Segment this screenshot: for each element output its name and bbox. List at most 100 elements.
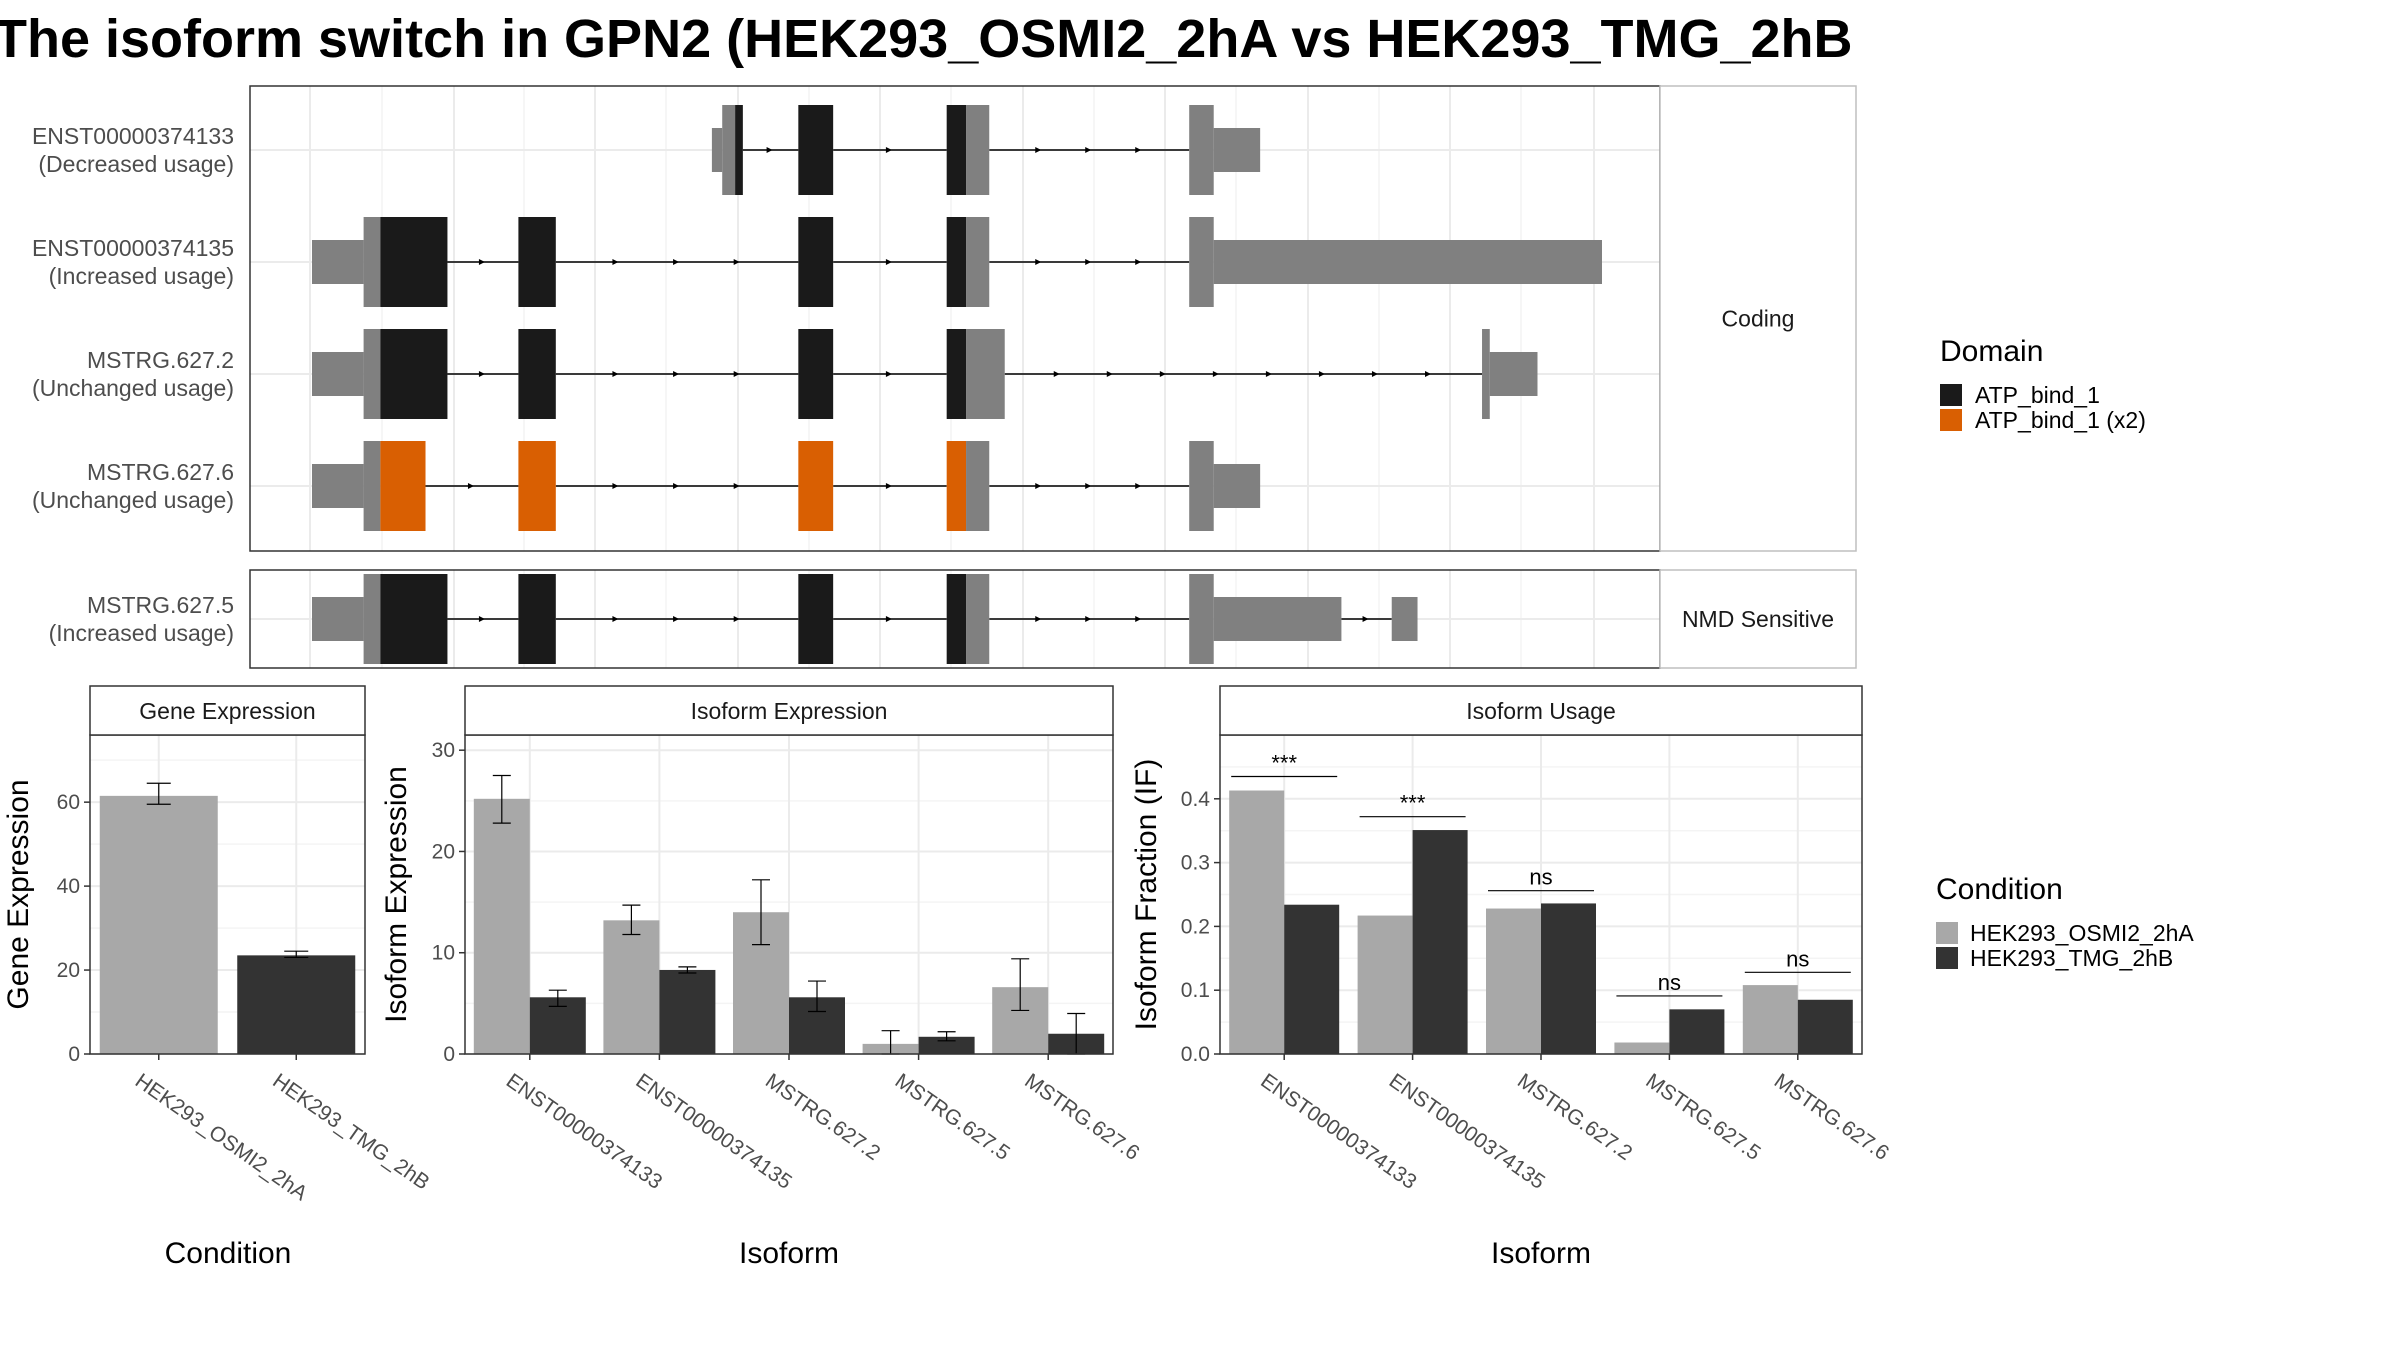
intron-arrow <box>1085 259 1092 265</box>
bar <box>1669 1009 1725 1054</box>
legend-label: ATP_bind_1 <box>1975 382 2100 408</box>
utr-segment <box>312 240 364 284</box>
transcript-MSTRG.627.6: MSTRG.627.6(Unchanged usage) <box>32 441 1261 531</box>
utr-segment <box>312 597 364 641</box>
intron-arrow <box>478 259 485 265</box>
intron-arrow <box>1035 147 1042 153</box>
bar <box>1486 908 1541 1054</box>
structure-panel-1: MSTRG.627.5(Increased usage) NMD Sensitiv… <box>49 569 1857 669</box>
facet-strip <box>89 685 366 736</box>
intron-arrow <box>612 483 619 489</box>
exon-atp-bind <box>798 217 834 307</box>
intron-arrow <box>1053 371 1060 377</box>
intron-arrow <box>733 259 740 265</box>
intron-arrow <box>885 371 892 377</box>
facet-strip <box>1659 85 1857 552</box>
intron-arrow <box>1265 371 1272 377</box>
x-tick-label: MSTRG.627.5 <box>1642 1069 1765 1165</box>
intron-arrow <box>478 371 485 377</box>
x-tick-label: MSTRG.627.6 <box>1770 1069 1893 1165</box>
significance-label: *** <box>1400 791 1426 816</box>
significance-label: ns <box>1658 970 1681 995</box>
bar <box>659 969 716 1054</box>
intron-arrow <box>1424 371 1431 377</box>
intron-arrow <box>733 616 740 622</box>
bar <box>1357 915 1413 1054</box>
exon-atp-bind <box>946 329 967 419</box>
transcript-MSTRG.627.2: MSTRG.627.2(Unchanged usage) <box>32 329 1538 419</box>
intron-arrow <box>1135 616 1142 622</box>
utr-segment <box>711 128 723 172</box>
exon-atp-bind <box>798 574 834 664</box>
utr-segment <box>1189 441 1214 531</box>
utr-segment <box>1189 105 1214 195</box>
utr-segment <box>312 352 364 396</box>
utr-segment <box>1213 597 1342 641</box>
transcript-usage-label: (Decreased usage) <box>38 151 234 177</box>
intron-arrow <box>467 483 474 489</box>
utr-segment <box>1489 352 1538 396</box>
intron-arrow <box>1106 371 1113 377</box>
intron-arrow <box>885 259 892 265</box>
exon-atp-bind <box>735 105 743 195</box>
bar <box>1797 999 1853 1054</box>
intron-arrow <box>733 371 740 377</box>
bar <box>1284 904 1340 1054</box>
intron-arrow <box>1035 483 1042 489</box>
facet-strip-label: NMD Sensitive <box>1682 606 1834 632</box>
chart-title: Isoform Expression <box>691 698 888 724</box>
x-tick-label: MSTRG.627.2 <box>761 1069 884 1165</box>
utr-segment <box>1391 597 1418 641</box>
intron-arrow <box>1212 371 1219 377</box>
structure-panel-0: ENST00000374133(Decreased usage)ENST0000… <box>32 85 1857 552</box>
intron-arrow <box>478 616 485 622</box>
bar <box>603 920 660 1054</box>
y-tick-label: 10 <box>432 942 455 965</box>
y-tick-label: 0 <box>443 1043 455 1066</box>
x-axis-title: Isoform <box>1491 1237 1591 1270</box>
legend-label: HEK293_OSMI2_2hA <box>1970 920 2194 946</box>
utr-segment <box>1213 128 1261 172</box>
chart-title: Isoform Usage <box>1466 698 1616 724</box>
y-tick-label: 0.2 <box>1181 915 1210 938</box>
utr-segment <box>966 105 990 195</box>
transcript-id-label: MSTRG.627.5 <box>87 592 234 618</box>
exon-atp-bind <box>798 329 834 419</box>
exon-atp-bind-x2 <box>380 441 426 531</box>
x-tick-label: MSTRG.627.5 <box>891 1069 1014 1165</box>
bar <box>99 795 218 1054</box>
legend-swatch <box>1940 384 1962 406</box>
exon-atp-bind-x2 <box>946 441 967 531</box>
legend-label: HEK293_TMG_2hB <box>1970 945 2173 971</box>
utr-segment <box>966 574 990 664</box>
exon-atp-bind <box>380 217 448 307</box>
intron-arrow <box>1085 483 1092 489</box>
utr-segment <box>363 574 381 664</box>
intron-arrow <box>1135 259 1142 265</box>
intron-arrow <box>766 147 773 153</box>
transcript-id-label: ENST00000374133 <box>32 123 234 149</box>
legend-swatch <box>1936 922 1958 944</box>
intron-arrow <box>1035 259 1042 265</box>
legend-title: Domain <box>1940 335 2043 368</box>
utr-segment <box>722 105 736 195</box>
y-axis-title: Isoform Fraction (IF) <box>1130 759 1163 1031</box>
facet-strip <box>1219 685 1863 736</box>
facet-strip <box>464 685 1114 736</box>
facet-strip <box>1659 569 1857 669</box>
exon-atp-bind <box>518 574 556 664</box>
y-tick-label: 40 <box>57 875 80 898</box>
bar <box>1412 830 1468 1054</box>
y-tick-label: 0.1 <box>1181 979 1210 1002</box>
significance-label: ns <box>1786 946 1809 971</box>
exon-atp-bind-x2 <box>798 441 834 531</box>
utr-segment <box>966 441 990 531</box>
x-axis-title: Isoform <box>739 1237 839 1270</box>
intron-arrow <box>673 259 680 265</box>
exon-atp-bind <box>380 329 448 419</box>
facet-strip-label: Coding <box>1722 306 1795 332</box>
